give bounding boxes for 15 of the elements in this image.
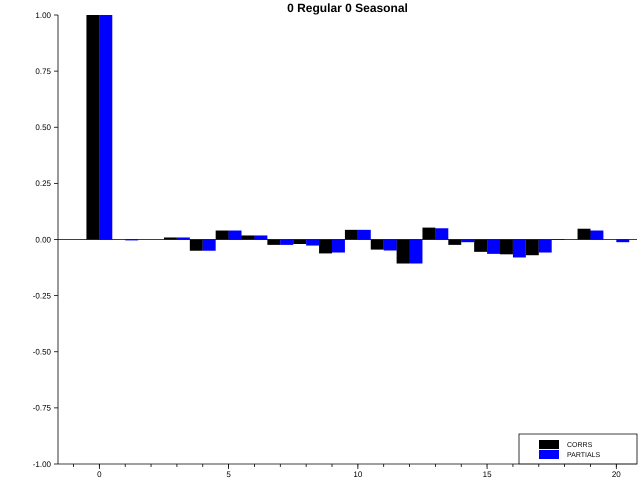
x-tick-label: 10 — [353, 470, 363, 479]
y-tick-label: 0.50 — [35, 123, 52, 132]
y-tick-label: -0.25 — [32, 291, 52, 300]
x-tick-label: 20 — [612, 470, 622, 479]
y-tick-label: -0.75 — [32, 404, 52, 413]
y-tick-label: 1.00 — [35, 10, 52, 20]
y-tick-label: 0.75 — [35, 66, 52, 76]
chart-title: 0 Regular 0 Seasonal — [287, 1, 408, 15]
x-tick-label: 15 — [482, 470, 492, 479]
x-tick-label: 0 — [97, 470, 102, 479]
y-tick-label: 0.25 — [35, 179, 52, 188]
x-tick-label: 5 — [226, 470, 232, 479]
y-tick-label: 0.00 — [35, 235, 52, 244]
y-tick-label: -1.00 — [32, 460, 52, 469]
y-tick-label: -0.50 — [32, 348, 52, 357]
